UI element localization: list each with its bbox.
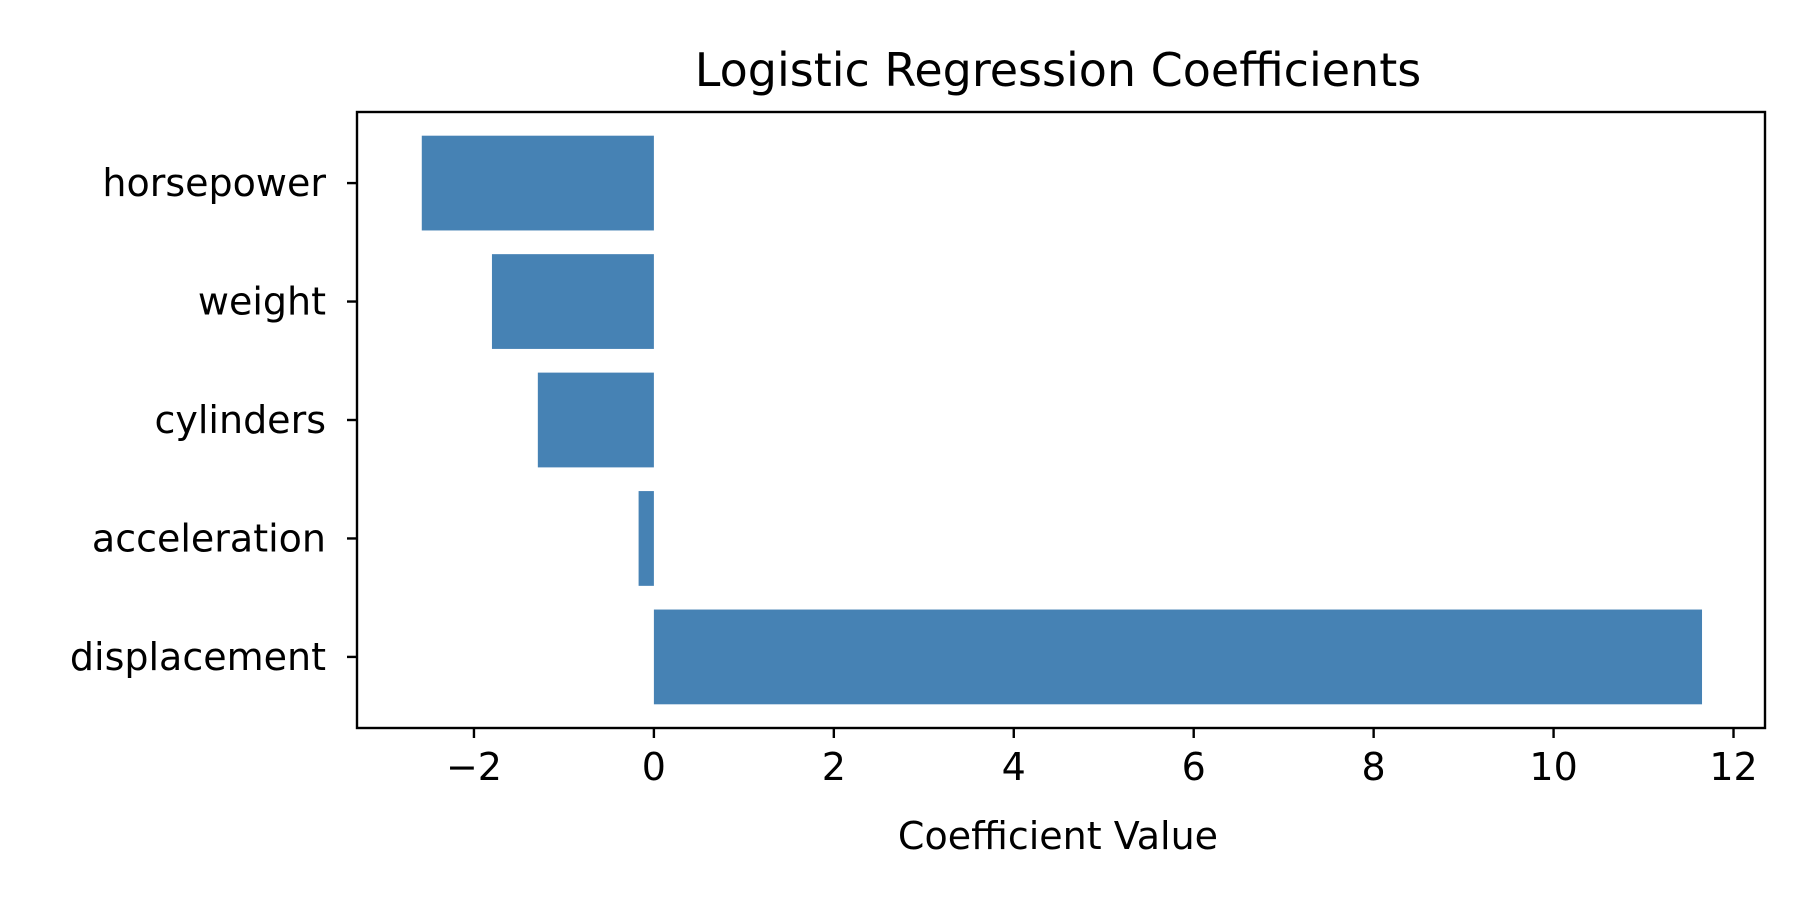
x-tick-label: 6 (1182, 745, 1206, 789)
plot-frame (355, 110, 1767, 730)
x-tick-label: 10 (1529, 745, 1577, 789)
x-axis: −2 0 2 4 6 8 10 12 (446, 728, 1758, 789)
x-tick-label: 12 (1709, 745, 1757, 789)
x-axis-label: Coefficient Value (898, 814, 1218, 858)
y-tick-label: acceleration (92, 516, 326, 560)
bar-acceleration (638, 491, 654, 586)
y-axis: displacement acceleration cylinders weight h… (70, 161, 357, 679)
x-tick-label: 2 (822, 745, 846, 789)
bar-displacement (653, 609, 1703, 705)
bar-cylinders (537, 372, 654, 468)
x-tick-label: 8 (1362, 745, 1386, 789)
y-tick-label: weight (198, 280, 326, 324)
x-tick-label: −2 (446, 745, 502, 789)
chart-title: Logistic Regression Coefficients (695, 43, 1421, 97)
y-tick-label: cylinders (154, 398, 326, 442)
bar-horsepower (421, 135, 654, 231)
bars-group (421, 135, 1703, 705)
bar-weight (491, 254, 654, 349)
y-tick-label: horsepower (102, 161, 326, 205)
x-tick-label: 4 (1002, 745, 1026, 789)
x-tick-label: 0 (642, 745, 666, 789)
y-tick-label: displacement (70, 635, 326, 679)
